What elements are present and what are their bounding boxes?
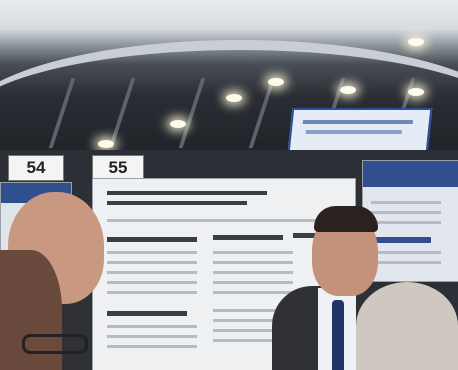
ceiling-light [340,86,356,94]
ceiling-light [226,94,242,102]
ceiling-arch [0,40,458,210]
presenter-hair [314,206,378,232]
poster-board [362,160,458,282]
ceiling-light [98,140,114,148]
presenter-tie [332,300,344,370]
ceiling-light [170,120,186,128]
person-right-head [356,282,458,370]
ceiling-light [268,78,284,86]
ceiling-light [408,38,424,46]
eyeglasses [22,334,88,354]
person-foreground-hair [0,250,62,370]
booth-number-sign: 54 [8,155,64,181]
ceiling-light [408,88,424,96]
hanging-banner [287,108,433,152]
